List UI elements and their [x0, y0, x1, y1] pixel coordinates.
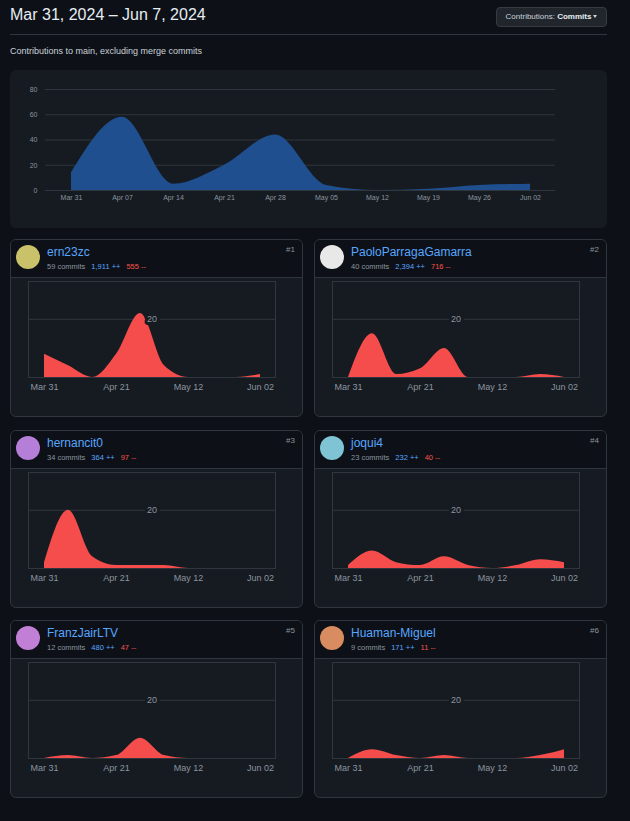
svg-text:20: 20	[147, 505, 157, 515]
svg-text:Jun 02: Jun 02	[551, 763, 578, 773]
html-text:FranzJairLTV: FranzJairLTV	[47, 626, 119, 640]
svg-text:Jun 02: Jun 02	[247, 382, 274, 392]
svg-text:Apr 21: Apr 21	[103, 382, 130, 392]
html-text:ern23zc: ern23zc	[47, 245, 90, 259]
html-text:97 --: 97 --	[120, 452, 137, 462]
html-text:34 commits: 34 commits	[47, 452, 86, 462]
html-text:#6: #6	[590, 626, 599, 635]
html-text:hernancit0: hernancit0	[47, 435, 103, 450]
html-text:232 ++: 232 ++	[395, 452, 419, 462]
svg-text:20: 20	[451, 695, 461, 705]
svg-text:20: 20	[451, 505, 461, 515]
svg-text:Apr 21: Apr 21	[407, 763, 434, 773]
svg-text:80: 80	[30, 86, 38, 93]
html-text:Contributions: Commits: Contributions: Commits	[505, 12, 592, 21]
html-text:joqui4: joqui4	[351, 435, 383, 450]
html-text:480 ++: 480 ++	[91, 643, 115, 652]
svg-text:May 12: May 12	[174, 572, 204, 582]
html-text:716 --: 716 --	[431, 262, 451, 271]
html-text:23 commits: 23 commits	[351, 452, 390, 462]
html-text:#3: #3	[286, 435, 295, 445]
html-text:Mar 31, 2024 – Jun 7, 2024: Mar 31, 2024 – Jun 7, 2024	[10, 6, 206, 23]
svg-text:May 12: May 12	[174, 382, 204, 392]
html-text:#2: #2	[590, 245, 599, 254]
html-text:PaoloParragaGamarra: PaoloParragaGamarra	[351, 245, 472, 259]
html-text:40 --: 40 --	[424, 452, 441, 462]
svg-text:Jun 02: Jun 02	[551, 382, 578, 392]
svg-text:May 12: May 12	[478, 572, 508, 582]
svg-text:Apr 21: Apr 21	[103, 572, 130, 582]
html-text:1,911 ++: 1,911 ++	[91, 262, 121, 271]
svg-text:20: 20	[147, 314, 157, 324]
svg-text:20: 20	[451, 314, 461, 324]
html-text:12 commits: 12 commits	[47, 643, 86, 652]
svg-text:Mar 31: Mar 31	[30, 382, 58, 392]
svg-text:Apr 21: Apr 21	[103, 763, 130, 773]
html-text:364 ++: 364 ++	[91, 452, 115, 462]
html-text:Huaman-Miguel: Huaman-Miguel	[351, 626, 436, 640]
html-text:47 --: 47 --	[120, 643, 137, 652]
svg-text:60: 60	[30, 111, 38, 118]
html-text:171 ++: 171 ++	[391, 643, 415, 652]
svg-text:May 19: May 19	[417, 194, 440, 202]
html-text:11 --: 11 --	[420, 643, 436, 652]
html-text:#1: #1	[286, 245, 295, 254]
svg-text:Apr 21: Apr 21	[407, 572, 434, 582]
svg-text:Mar 31: Mar 31	[334, 763, 362, 773]
svg-text:Mar 31: Mar 31	[30, 572, 58, 582]
svg-text:Jun 02: Jun 02	[247, 572, 274, 582]
svg-text:Jun 02: Jun 02	[247, 763, 274, 773]
html-text:9 commits: 9 commits	[351, 643, 386, 652]
html-text:#5: #5	[286, 626, 295, 635]
html-text:Contributions to main, excludi: Contributions to main, excluding merge c…	[10, 46, 203, 56]
svg-text:Jun 02: Jun 02	[520, 194, 541, 201]
svg-text:Apr 21: Apr 21	[214, 194, 235, 202]
svg-text:Apr 21: Apr 21	[407, 382, 434, 392]
svg-text:20: 20	[147, 695, 157, 705]
svg-text:Mar 31: Mar 31	[334, 382, 362, 392]
svg-text:May 26: May 26	[468, 194, 491, 202]
svg-text:Jun 02: Jun 02	[551, 572, 578, 582]
svg-text:Mar 31: Mar 31	[334, 572, 362, 582]
svg-text:Mar 31: Mar 31	[61, 194, 83, 201]
svg-text:May 12: May 12	[174, 763, 204, 773]
svg-text:20: 20	[30, 161, 38, 168]
html-text:2,394 ++: 2,394 ++	[395, 262, 425, 271]
svg-text:Apr 28: Apr 28	[265, 194, 286, 202]
svg-text:May 12: May 12	[478, 763, 508, 773]
svg-text:May 12: May 12	[478, 382, 508, 392]
html-text:59 commits: 59 commits	[47, 262, 86, 271]
svg-text:May 12: May 12	[366, 194, 389, 202]
svg-text:May 05: May 05	[315, 194, 338, 202]
svg-text:0: 0	[34, 187, 38, 194]
svg-text:Mar 31: Mar 31	[30, 763, 58, 773]
svg-text:40: 40	[30, 136, 38, 143]
html-text:555 --: 555 --	[126, 262, 146, 271]
svg-text:Apr 07: Apr 07	[112, 194, 133, 202]
svg-text:Apr 14: Apr 14	[163, 194, 184, 202]
html-text:40 commits: 40 commits	[351, 262, 390, 271]
html-text:#4: #4	[590, 435, 599, 445]
